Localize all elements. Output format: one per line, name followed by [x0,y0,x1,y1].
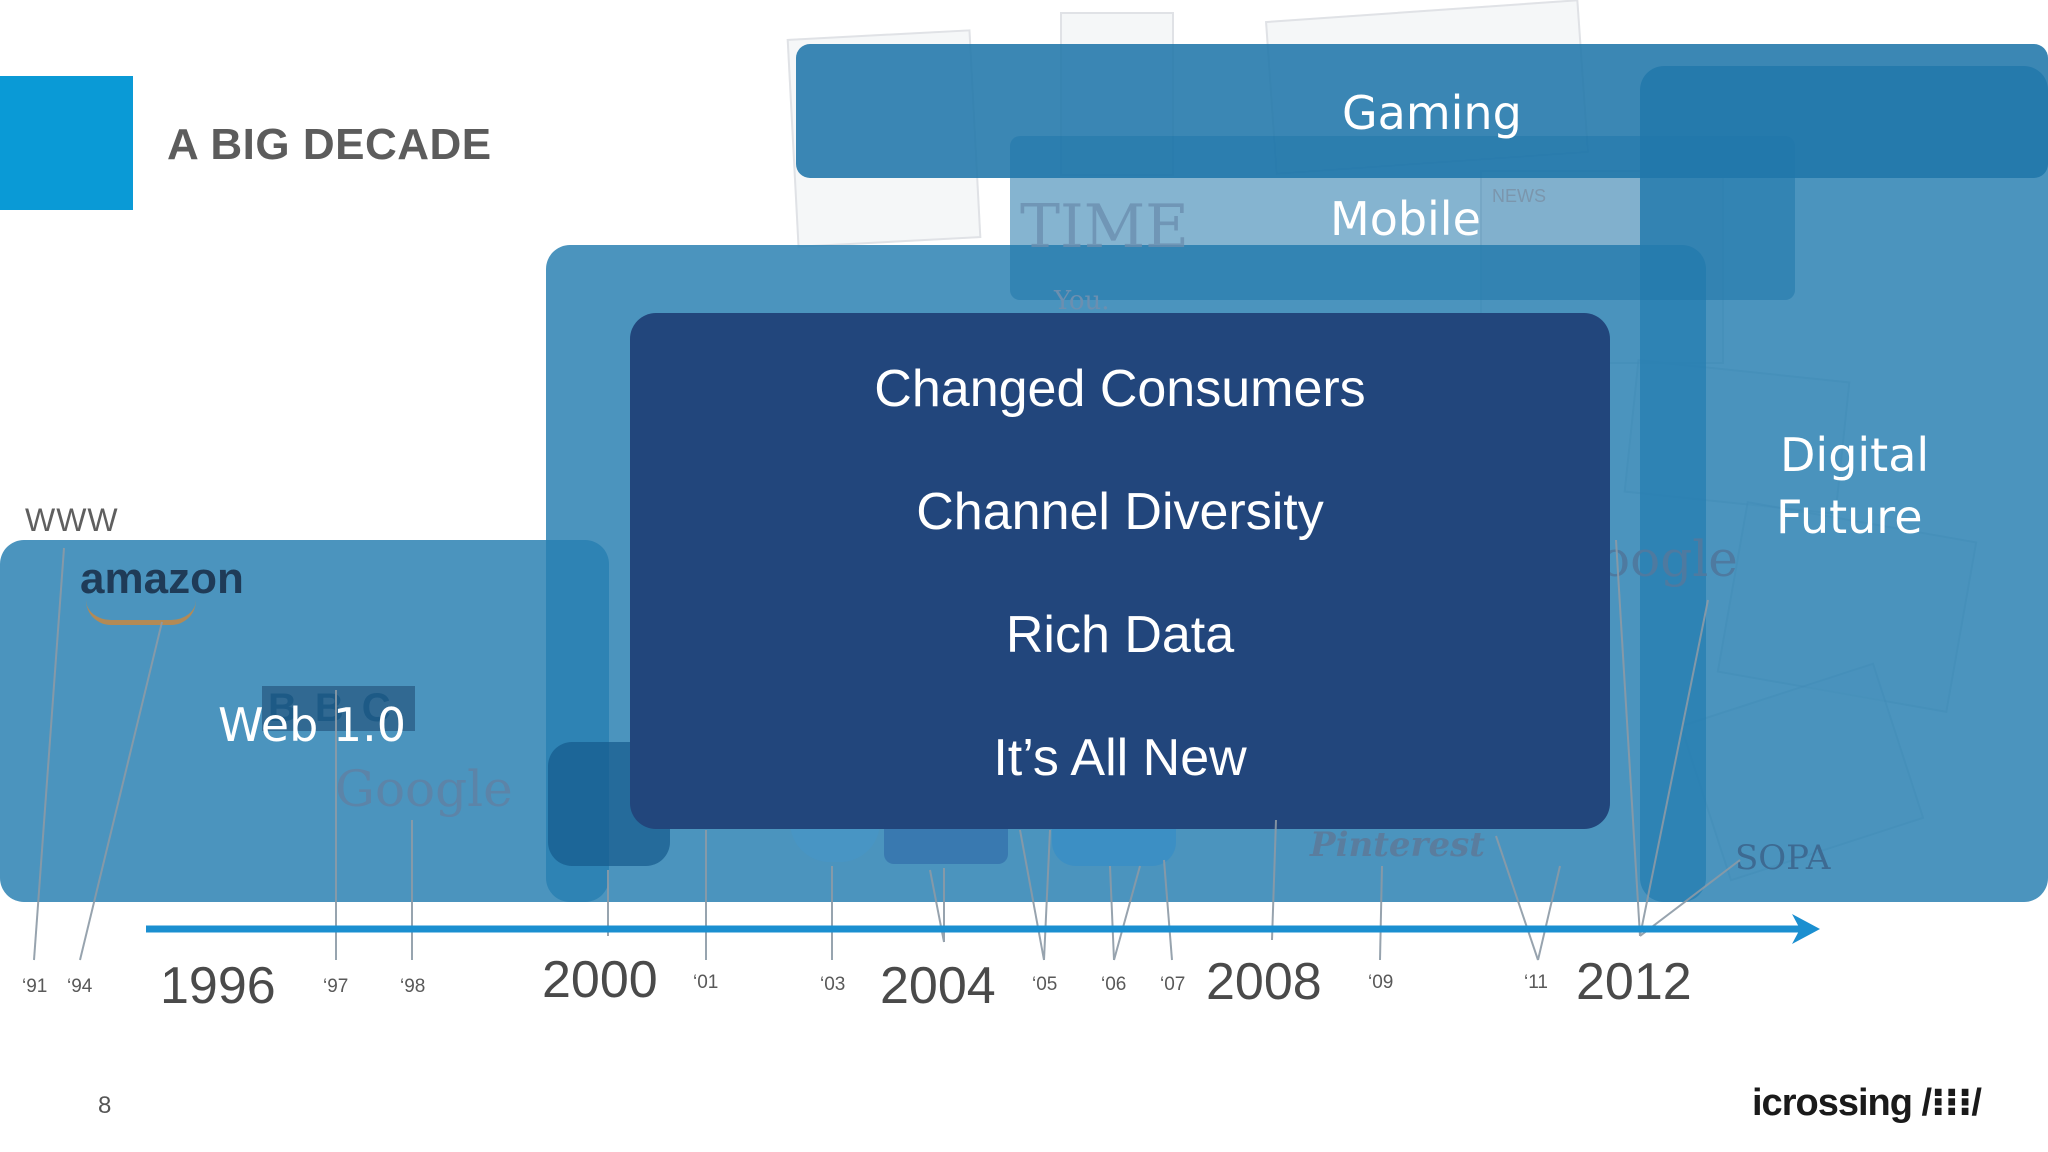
sopa-text: SOPA [1735,838,1831,878]
year-1996: 1996 [160,957,276,1015]
core-item-channel-diversity: Channel Diversity [916,483,1324,541]
connector-05b [1043,829,1051,961]
title-accent-square [0,76,133,210]
era-label-future: Future [1776,490,1923,544]
google-logo-text: Google [335,760,513,818]
amazon-logo-text: amazon [80,554,244,603]
year-07: ‘07 [1160,974,1186,995]
timeline-arrow-head [1792,914,1820,944]
news-headline-text: NEWS [1492,186,1546,206]
year-09: ‘09 [1368,972,1394,993]
google-logo-text-right: oogle [1600,530,1738,588]
icrossing-logo: icrossing /⁝⁝⁝/ [1752,1082,1982,1124]
time-magazine-text: TIME [1020,192,1189,262]
year-01: ‘01 [693,972,719,993]
page-number: 8 [98,1092,112,1119]
year-2004: 2004 [880,957,996,1015]
year-03: ‘03 [820,974,846,995]
connector-2012c [1639,859,1741,937]
connector-11a [1495,835,1539,961]
connector-05a [1019,829,1045,961]
connector-07 [1163,859,1173,961]
connector-91 [33,547,65,961]
core-item-changed-consumers: Changed Consumers [874,360,1366,418]
slide-title: A BIG DECADE [167,120,492,169]
connector-2012b [1639,599,1709,937]
you-text: You. [1054,286,1110,316]
core-item-all-new: It’s All New [993,729,1247,787]
year-91: ‘91 [22,976,48,997]
era-label-gaming: Gaming [1342,86,1522,140]
year-94: ‘94 [67,976,93,997]
year-2008: 2008 [1206,953,1322,1011]
connector-06b [1113,865,1141,961]
era-block-gaming [796,44,2048,178]
connector-94 [79,621,163,961]
amazon-smile-icon [86,600,196,625]
connector-06a [1109,865,1115,961]
bbc-logo-text: BBC [262,686,415,731]
era-label-web-1: Web 1.0 [218,698,407,752]
core-themes-block: Changed Consumers Channel Diversity Rich… [630,313,1610,829]
year-06: ‘06 [1101,974,1127,995]
connector-09 [1379,865,1383,961]
core-item-rich-data: Rich Data [1005,606,1235,664]
connector-2012a [1615,539,1641,937]
pinterest-logo-text: Pinterest [1310,825,1485,865]
year-98: ‘98 [400,976,426,997]
www-label: WWW [25,502,119,538]
connector-11b [1537,865,1561,961]
year-05: ‘05 [1032,974,1058,995]
year-2012: 2012 [1576,953,1692,1011]
era-label-mobile: Mobile [1330,192,1481,246]
year-97: ‘97 [323,976,349,997]
connector-2008 [1271,819,1277,941]
year-2000: 2000 [542,951,658,1009]
era-label-digital: Digital [1780,428,1930,482]
year-11: ‘11 [1524,972,1548,993]
